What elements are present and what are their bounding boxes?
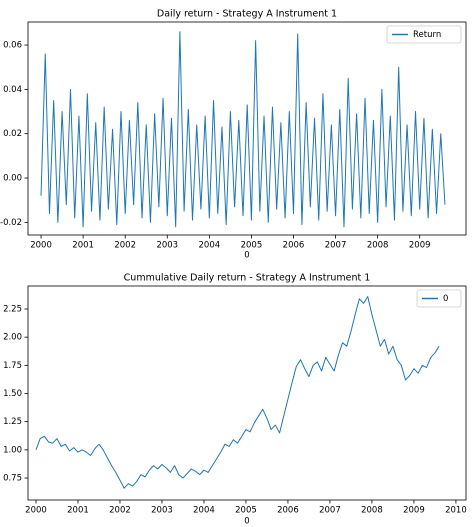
x-tick-label: 2001 — [67, 506, 89, 516]
x-tick-label: 2001 — [72, 241, 94, 251]
y-tick-label: 0.06 — [3, 41, 22, 51]
y-tick-label: 0.75 — [3, 474, 22, 484]
x-tick-label: 2000 — [25, 506, 47, 516]
y-tick-label: 0.04 — [3, 85, 22, 95]
y-tick-label: 1.25 — [3, 417, 22, 427]
y-tick-label: 2.00 — [3, 333, 22, 343]
x-tick-label: 2003 — [156, 241, 178, 251]
x-tick-label: 2006 — [283, 241, 305, 251]
legend-box — [416, 289, 462, 308]
x-tick-label: 2009 — [403, 506, 425, 516]
x-tick-label: 2004 — [193, 506, 215, 516]
y-tick-label: 1.75 — [3, 361, 22, 371]
x-tick-label: 2008 — [367, 241, 389, 251]
x-tick-label: 2006 — [277, 506, 299, 516]
chart-title: Daily return - Strategy A Instrument 1 — [157, 9, 337, 20]
x-axis-label: 0 — [244, 251, 249, 261]
series-line — [40, 31, 446, 228]
chart-title: Cummulative Daily return - Strategy A In… — [124, 273, 371, 284]
x-tick-label: 2003 — [151, 506, 173, 516]
y-tick-label: -0.02 — [0, 218, 22, 228]
x-tick-label: 2002 — [114, 241, 136, 251]
x-tick-label: 2002 — [109, 506, 131, 516]
x-tick-label: 2008 — [361, 506, 383, 516]
x-tick-label: 2010 — [445, 506, 467, 516]
y-tick-label: 2.25 — [3, 304, 22, 314]
legend-label: Return — [413, 30, 441, 40]
legend-box — [386, 25, 462, 44]
series-line — [35, 296, 440, 489]
y-tick-label: 1.50 — [3, 389, 22, 399]
x-tick-label: 2000 — [30, 241, 52, 251]
x-tick-label: 2009 — [409, 241, 431, 251]
x-tick-label: 2004 — [199, 241, 221, 251]
plot-frame — [27, 21, 467, 236]
plot-frame — [27, 285, 467, 501]
x-tick-label: 2005 — [241, 241, 263, 251]
y-tick-label: 0.02 — [3, 129, 22, 139]
x-tick-label: 2007 — [319, 506, 341, 516]
legend-label: 0 — [443, 294, 448, 304]
x-tick-label: 2007 — [325, 241, 347, 251]
y-tick-label: 1.00 — [3, 445, 22, 455]
x-tick-label: 2005 — [235, 506, 257, 516]
x-axis-label: 0 — [244, 517, 249, 527]
y-tick-label: 0.00 — [3, 174, 22, 184]
